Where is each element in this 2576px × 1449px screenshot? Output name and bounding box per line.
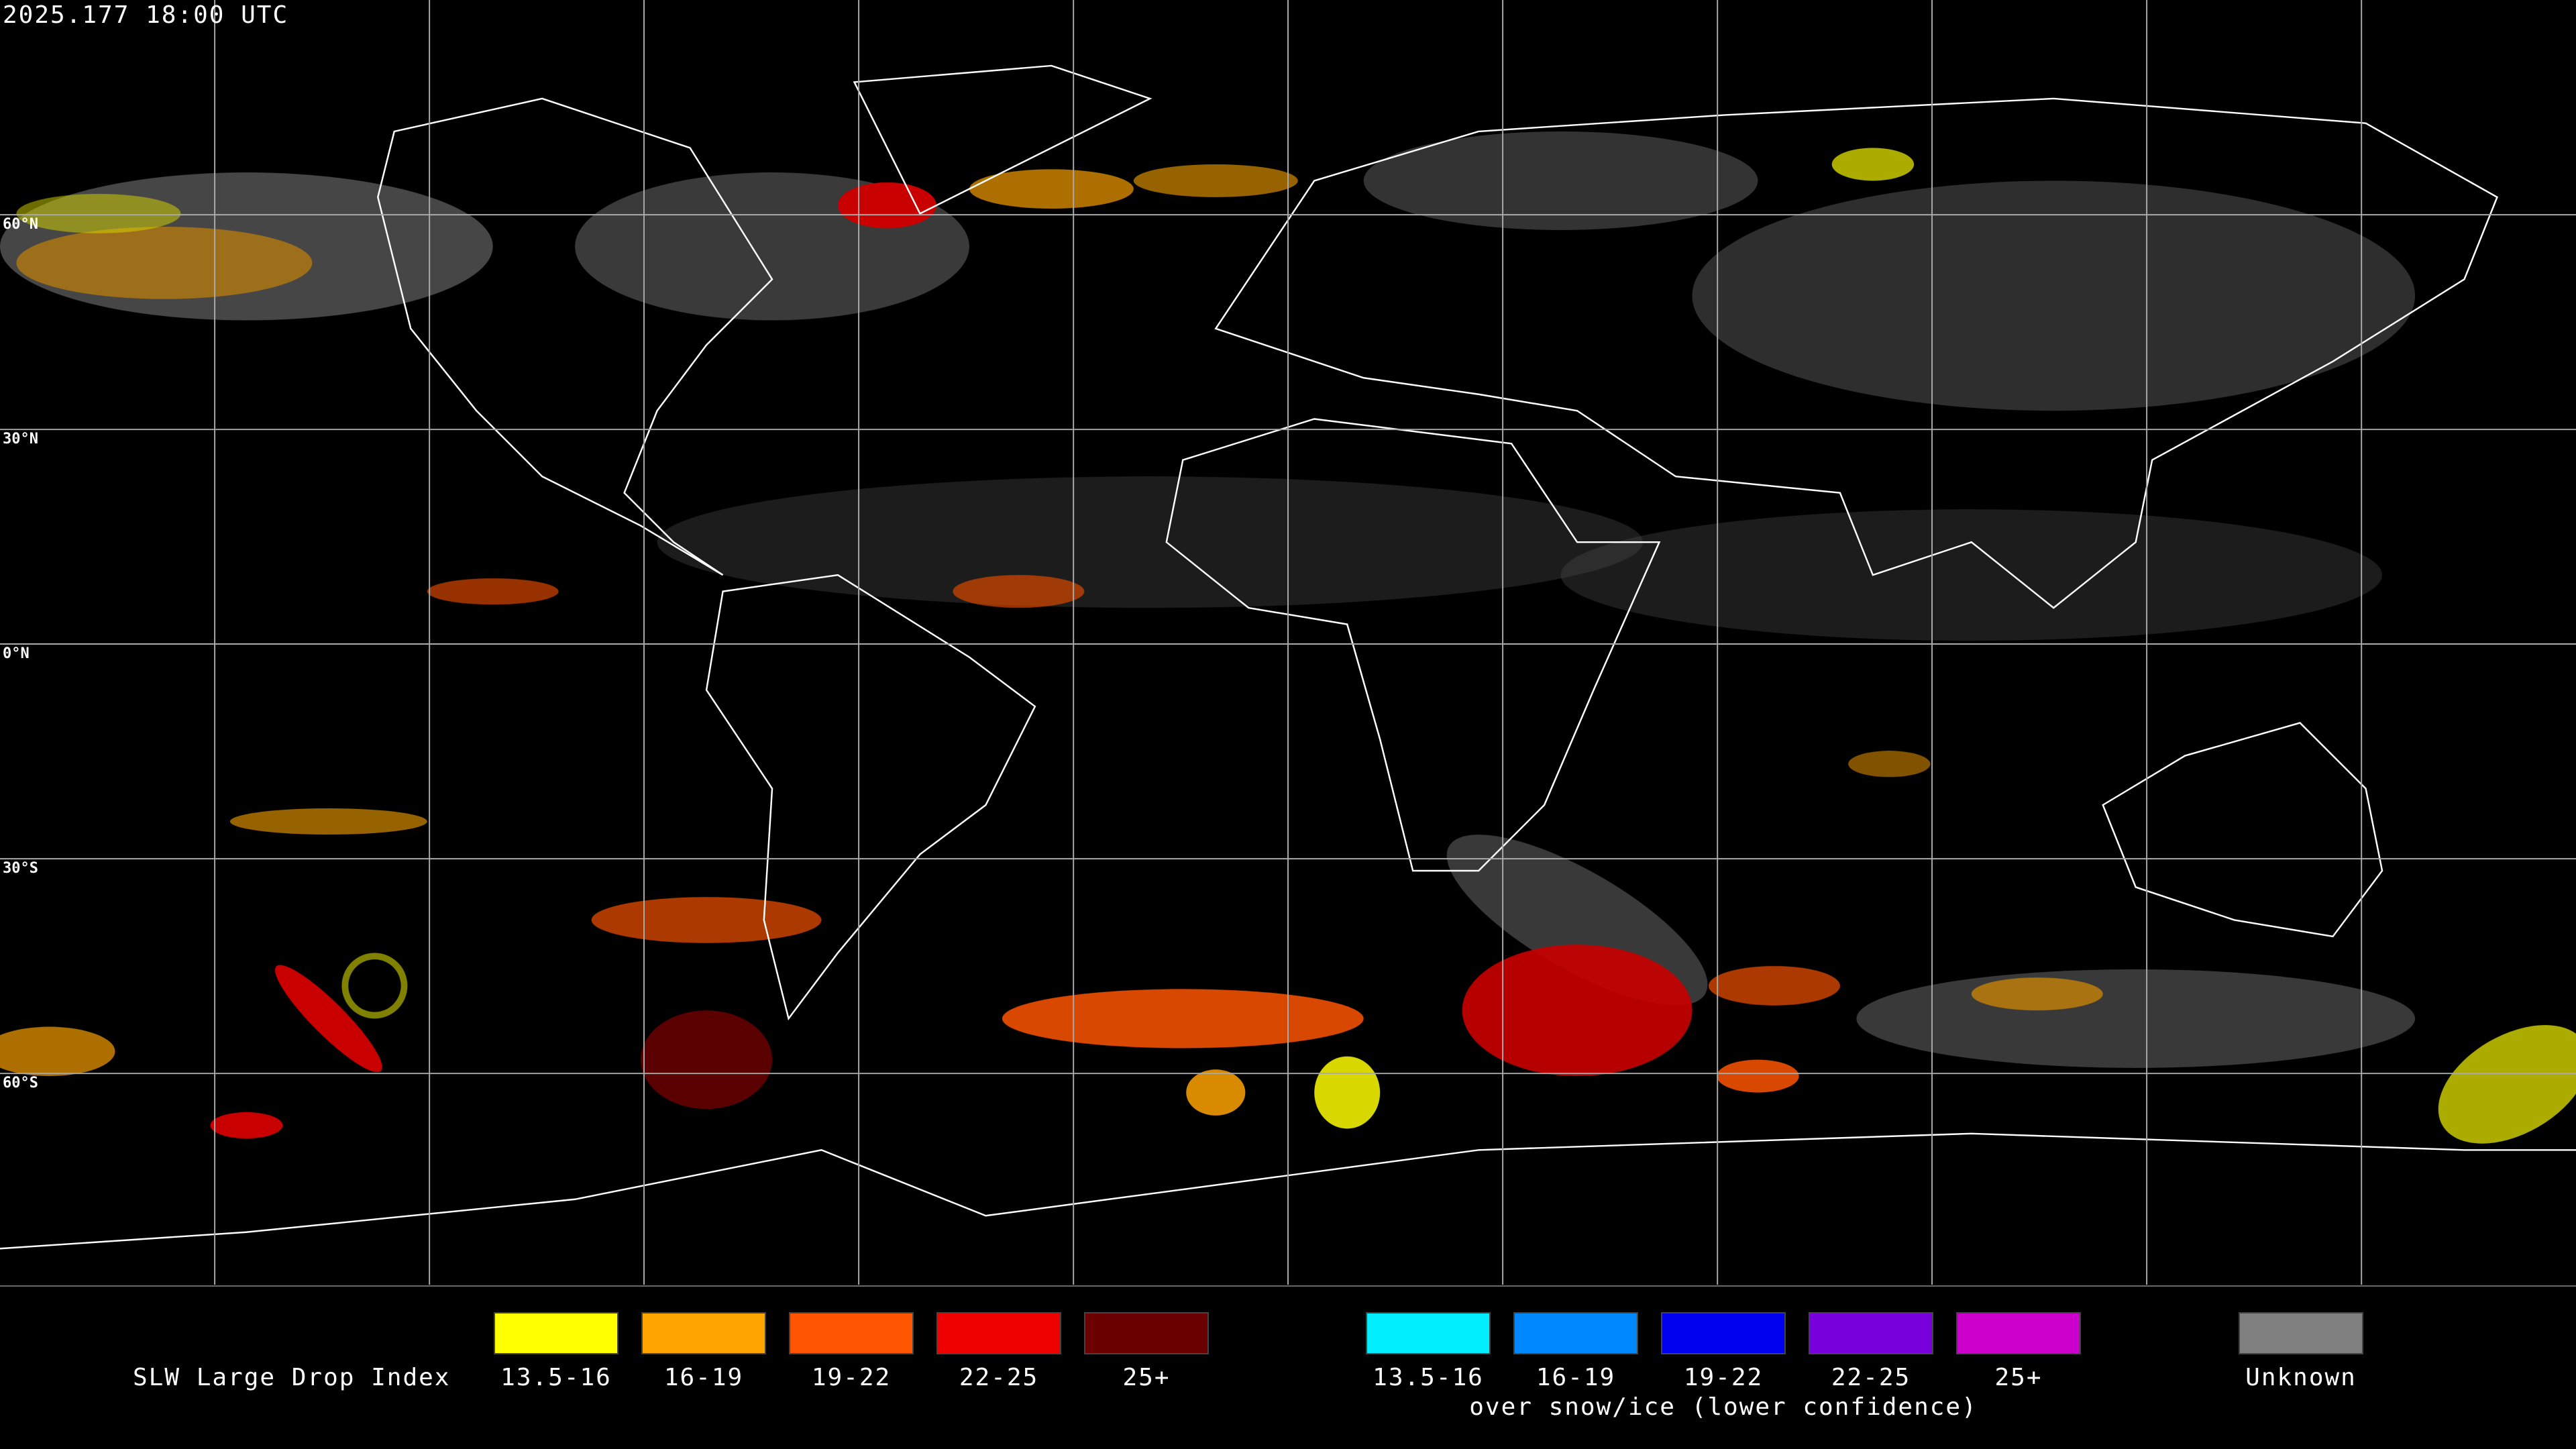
legend-label: 25+: [1994, 1364, 2042, 1391]
legend-swatch: [1513, 1312, 1638, 1354]
legend-label: 16-19: [664, 1364, 743, 1391]
legend-swatch: [494, 1312, 619, 1354]
latitude-label: 60°S: [3, 1075, 38, 1091]
legend-swatch: [1956, 1312, 2081, 1354]
legend-label: 13.5-16: [1373, 1364, 1484, 1391]
latitude-label: 30°S: [3, 860, 38, 877]
legend-label: 19-22: [1684, 1364, 1763, 1391]
legend-swatch: [641, 1312, 766, 1354]
legend-label: 25+: [1122, 1364, 1170, 1391]
legend-title: SLW Large Drop Index: [133, 1364, 450, 1391]
map-layer: [0, 0, 2576, 1285]
legend-swatch: [1661, 1312, 1786, 1354]
legend-label: 22-25: [1831, 1364, 1911, 1391]
latitude-label: 0°N: [3, 645, 30, 662]
legend-swatch: [1809, 1312, 1933, 1354]
legend-swatch: [936, 1312, 1061, 1354]
legend-swatch: [789, 1312, 914, 1354]
legend-label: 19-22: [812, 1364, 891, 1391]
cloud-patches: [0, 131, 2576, 1144]
legend-label: Unknown: [2245, 1364, 2357, 1391]
coastlines: [0, 64, 2576, 1250]
legend-label: 16-19: [1536, 1364, 1615, 1391]
legend-swatch: [2239, 1312, 2363, 1354]
legend-swatch: [1084, 1312, 1209, 1354]
legend-swatch: [1366, 1312, 1491, 1354]
legend-subtitle: over snow/ice (lower confidence): [1469, 1393, 1978, 1421]
timestamp: 2025.177 18:00 UTC: [3, 1, 288, 29]
graticule: [0, 0, 2576, 1285]
legend-label: 22-25: [959, 1364, 1038, 1391]
legend-label: 13.5-16: [500, 1364, 612, 1391]
latitude-label: 60°N: [3, 216, 38, 233]
latitude-label: 30°N: [3, 431, 38, 447]
